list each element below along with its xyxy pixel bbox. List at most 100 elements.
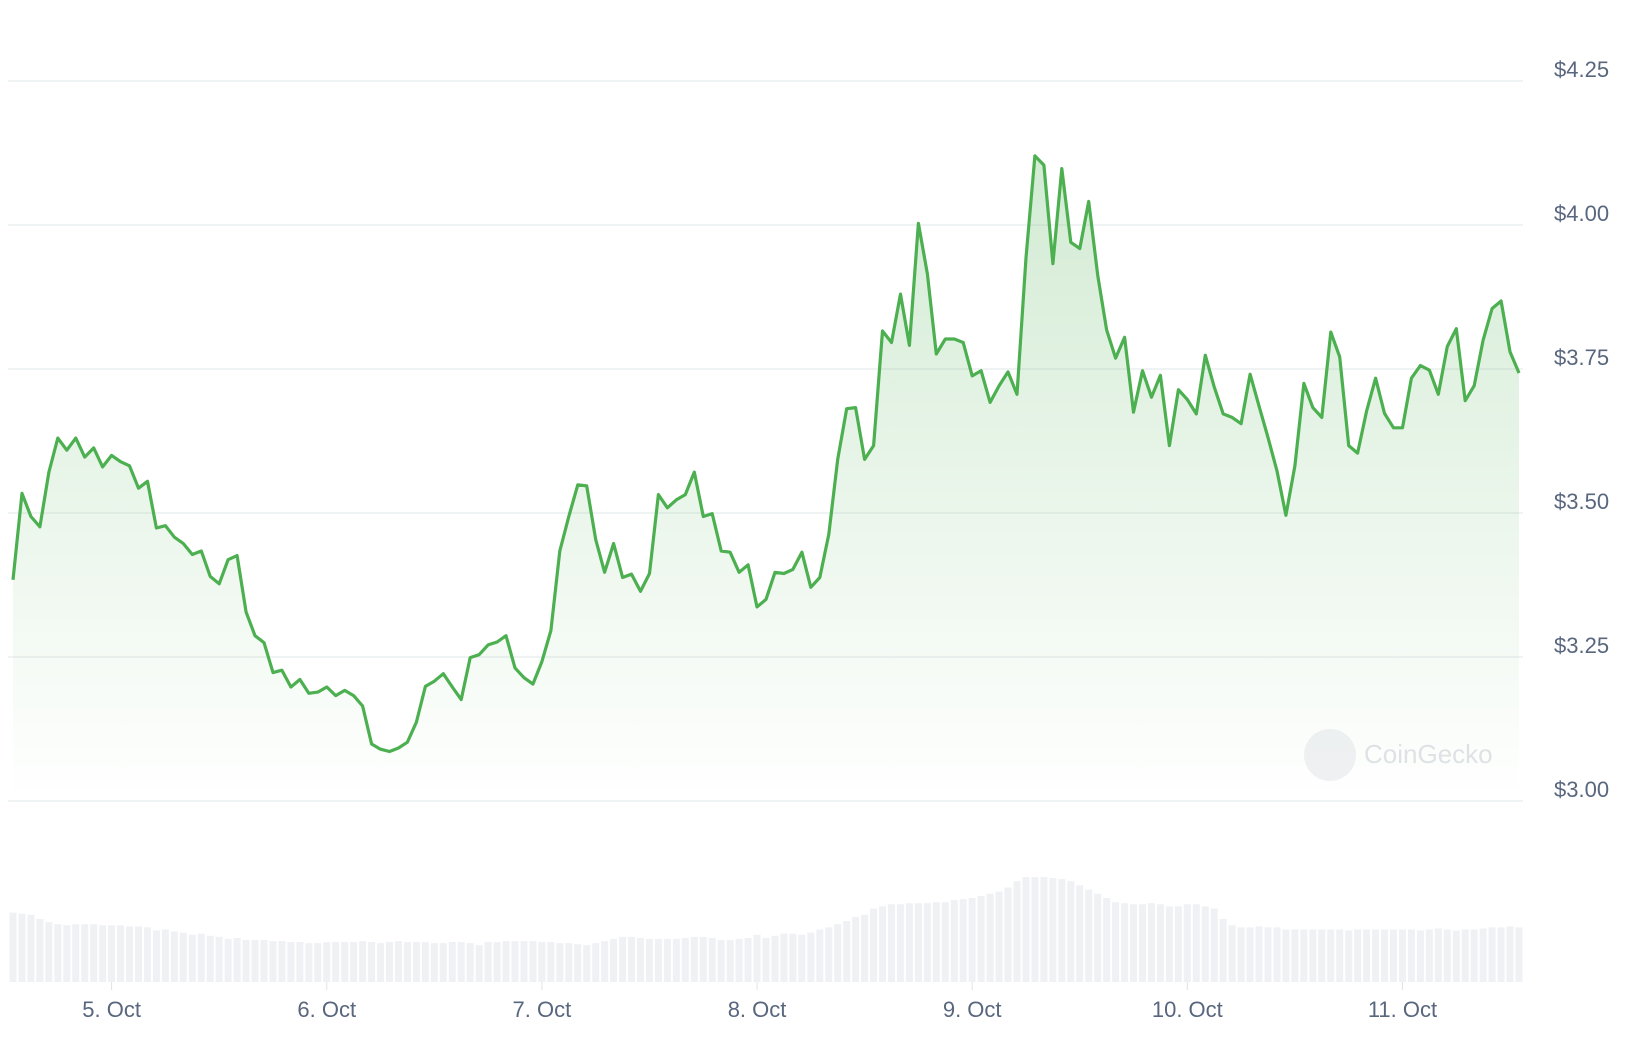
volume-bar: [233, 937, 241, 982]
volume-bar: [394, 941, 402, 982]
volume-bar: [1363, 929, 1371, 982]
volume-bar: [152, 930, 160, 982]
volume-bar: [36, 919, 44, 982]
volume-bar: [601, 941, 609, 982]
volume-bar: [1201, 906, 1209, 982]
x-tick-label: 5. Oct: [82, 997, 141, 1022]
volume-bar: [1040, 877, 1048, 982]
volume-bar: [1219, 919, 1227, 982]
volume-bar: [1354, 929, 1362, 982]
volume-bar: [251, 940, 259, 982]
volume-bar: [206, 935, 214, 982]
volume-bar: [1497, 927, 1505, 982]
volume-bar: [896, 904, 904, 982]
volume-bar: [1470, 929, 1478, 982]
volume-bar: [377, 943, 385, 982]
volume-bar: [699, 936, 707, 982]
volume-bar: [753, 934, 761, 982]
volume-bar: [305, 943, 313, 982]
volume-bar: [430, 943, 438, 982]
watermark-logo: [1304, 729, 1356, 781]
volume-bar: [224, 938, 232, 982]
volume-bar: [412, 942, 420, 982]
volume-bar: [556, 943, 564, 982]
volume-bar: [81, 924, 89, 982]
volume-bar: [188, 934, 196, 982]
y-tick-label: $3.25: [1554, 633, 1609, 658]
volume-bar: [1210, 908, 1218, 982]
volume-bar: [780, 933, 788, 982]
volume-bar: [1130, 904, 1138, 982]
volume-bar: [807, 932, 815, 982]
volume-bar: [1488, 927, 1496, 982]
volume-bar: [9, 912, 17, 982]
volume-bar: [161, 929, 169, 982]
volume-bar: [197, 933, 205, 982]
volume-bar: [457, 942, 465, 982]
volume-bar: [27, 914, 35, 982]
volume-bar: [825, 927, 833, 982]
volume-bar: [1156, 904, 1164, 982]
volume-bar: [1085, 889, 1093, 982]
volume-bar: [1479, 928, 1487, 982]
volume-bar: [762, 937, 770, 982]
volume-bar: [1022, 877, 1030, 982]
volume-bar: [126, 926, 134, 982]
volume-bar: [708, 937, 716, 982]
volume-bar: [72, 924, 80, 982]
volume-bar: [610, 938, 618, 982]
volume-bar: [914, 903, 922, 982]
volume-bar: [1103, 898, 1111, 982]
volume-bar: [170, 931, 178, 982]
volume-bar: [1183, 904, 1191, 982]
price-area: [13, 155, 1519, 801]
volume-bar: [296, 942, 304, 982]
volume-bar: [654, 938, 662, 982]
volume-bar: [1515, 927, 1523, 982]
volume-bar: [1147, 903, 1155, 982]
volume-bar: [681, 937, 689, 982]
volume-bar: [386, 942, 393, 982]
volume-bar: [1300, 929, 1308, 982]
volume-bar: [99, 925, 107, 982]
volume-bar: [143, 927, 151, 982]
volume-bar: [1345, 930, 1353, 982]
volume-bar: [117, 925, 125, 982]
volume-bar: [332, 942, 340, 982]
x-tick-label: 8. Oct: [728, 997, 787, 1022]
volume-bar: [1094, 893, 1102, 982]
volume-bar: [1443, 929, 1451, 982]
volume-bar: [520, 941, 528, 982]
volume-bar: [448, 942, 456, 982]
volume-bar: [54, 924, 62, 982]
volume-bar: [932, 902, 940, 982]
volume-bar: [1390, 929, 1397, 982]
volume-bar: [798, 934, 806, 982]
volume-bar: [529, 941, 537, 982]
watermark-text: CoinGecko: [1364, 739, 1493, 769]
x-tick-label: 9. Oct: [943, 997, 1002, 1022]
x-tick-label: 6. Oct: [297, 997, 356, 1022]
volume-bar: [941, 902, 949, 982]
volume-bar: [1372, 929, 1380, 982]
volume-bar: [771, 935, 779, 982]
volume-bar: [260, 940, 268, 982]
volume-bar: [341, 942, 349, 982]
x-tick-label: 10. Oct: [1152, 997, 1223, 1022]
volume-bar: [717, 940, 725, 982]
volume-bar: [1452, 930, 1460, 982]
volume-bar: [726, 940, 734, 982]
volume-bar: [1381, 929, 1389, 982]
volume-bar: [45, 922, 53, 982]
volume-bar: [547, 942, 555, 982]
volume-bar: [108, 925, 116, 982]
volume-bar: [1264, 927, 1272, 982]
volume-bar: [1049, 878, 1057, 982]
price-line: [11, 154, 1521, 754]
y-tick-label: $4.25: [1554, 57, 1609, 82]
volume-bar: [1067, 881, 1075, 982]
y-tick-label: $3.50: [1554, 489, 1609, 514]
volume-bar: [350, 942, 358, 982]
volume-bar: [287, 942, 295, 982]
volume-bar: [63, 925, 71, 982]
